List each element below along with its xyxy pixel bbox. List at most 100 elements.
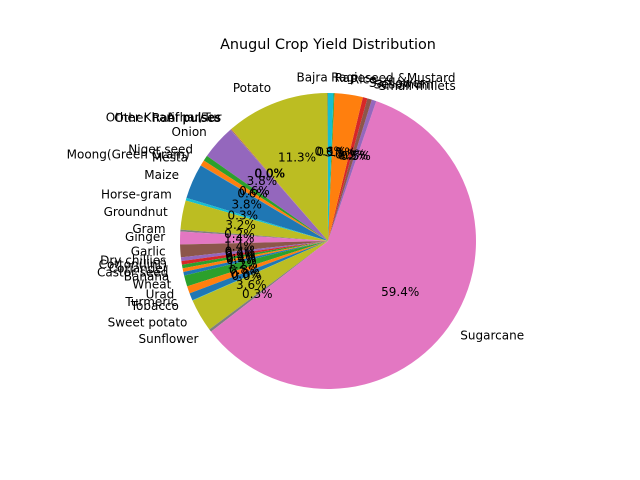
slice-label-moong-green-gram: Moong(Green Gram)	[67, 148, 190, 162]
slice-potato	[231, 93, 328, 241]
slice-wheat	[184, 241, 328, 287]
pct-label-rapeseed-mustard: 0.1%	[316, 145, 347, 159]
slice-label-rapeseed-mustard: Rapeseed &Mustard	[335, 71, 456, 85]
slice-small-millets	[328, 99, 377, 241]
slice-sugarcane	[211, 101, 476, 389]
slice-rapeseed-mustard	[328, 93, 335, 241]
slice-label-sweet-potato: Sweet potato	[108, 316, 188, 330]
slice-label-rice: Rice	[351, 72, 377, 86]
pct-label-sunflower: 0.3%	[242, 287, 273, 301]
percent-labels: 11.3%0.0%0.0%0.0%3.8%0.6%0.6%3.8%0.3%3.2…	[224, 145, 419, 302]
slice-label-potato: Potato	[233, 81, 271, 95]
pie-slices	[179, 92, 476, 389]
chart-title: Anugul Crop Yield Distribution	[220, 37, 436, 53]
slice-label-other-rabi-pulses: Other Rabi pulses	[114, 111, 221, 125]
slice-moong-green-gram	[200, 160, 328, 241]
pct-label-ragi: 0.6%	[314, 145, 345, 159]
slice-castor-seed	[182, 241, 328, 273]
slice-label-arhar-tur: Arhar/Tur	[167, 110, 222, 124]
slice-label-sunflower: Sunflower	[139, 332, 199, 346]
pct-label-urad: 0.8%	[229, 263, 260, 277]
slice-ginger	[179, 231, 328, 245]
slice-sesamum	[328, 98, 372, 241]
slice-arhar-tur	[231, 128, 328, 241]
pct-label-small-millets: 0.5%	[340, 149, 371, 163]
slice-mesta	[200, 165, 328, 241]
slice-label-dry-chillies: Dry chillies	[100, 254, 166, 268]
slice-label-tobacco: Tobacco	[130, 299, 179, 313]
slice-turmeric	[189, 241, 328, 301]
pct-label-onion: 3.8%	[247, 174, 278, 188]
slice-label-onion: Onion	[171, 125, 206, 139]
pct-label-dry-chillies: 0.4%	[225, 245, 256, 259]
slice-maize	[186, 165, 328, 241]
slice-ragi	[328, 92, 334, 242]
slice-label-other-kharif-pulses: Other Kharif pulses	[106, 111, 221, 125]
slice-label-cotton-lint: Cotton(lint)	[99, 258, 167, 272]
slice-rice	[328, 93, 363, 241]
pct-label-garlic: 1.4%	[224, 240, 255, 254]
slice-cotton-lint	[181, 241, 328, 265]
pct-label-cotton-lint: 0.4%	[225, 247, 256, 261]
pct-label-wheat: 1.2%	[227, 258, 258, 272]
pct-label-other-rabi-pulses: 0.0%	[254, 167, 285, 181]
pct-label-arhar-tur: 0.0%	[255, 166, 286, 180]
pct-label-horse-gram: 0.3%	[228, 208, 259, 222]
pct-label-other-kharif-pulses: 0.0%	[254, 167, 285, 181]
pct-label-coriander: 0.4%	[225, 249, 256, 263]
slice-banana	[183, 241, 328, 276]
slice-label-safflower: Safflower	[369, 76, 425, 90]
slice-label-horse-gram: Horse-gram	[101, 188, 172, 202]
slice-label-wheat: Wheat	[132, 278, 171, 292]
pct-label-sweet-potato: 3.6%	[236, 278, 267, 292]
slice-horse-gram	[185, 197, 328, 241]
slice-label-groundnut: Groundnut	[104, 205, 168, 219]
slice-label-sesamum: Sesamum	[374, 77, 434, 91]
slice-label-ginger: Ginger	[125, 230, 165, 244]
slice-label-banana: Banana	[124, 270, 170, 284]
slice-label-urad: Urad	[146, 287, 175, 301]
slice-dry-chillies	[180, 241, 328, 262]
pct-label-sugarcane: 59.4%	[381, 285, 419, 299]
slice-label-bajra: Bajra	[296, 71, 327, 85]
slice-label-mesta: Mesta	[152, 150, 188, 164]
pct-label-potato: 11.3%	[278, 150, 316, 164]
slice-label-small-millets: Small millets	[379, 79, 456, 93]
pct-label-tobacco: 0.0%	[231, 269, 262, 283]
pct-label-sesamum: 0.5%	[338, 148, 369, 162]
slice-label-gram: Gram	[132, 222, 165, 236]
pct-label-ginger: 1.4%	[224, 232, 255, 246]
slice-sweet-potato	[192, 241, 328, 330]
slice-label-niger-seed: Niger seed	[128, 142, 193, 156]
slice-label-sugarcane: Sugarcane	[460, 328, 524, 342]
pct-label-banana: 0.4%	[226, 253, 257, 267]
slice-other-rabi-pulses	[230, 129, 328, 241]
slice-tobacco	[192, 241, 328, 301]
slice-groundnut	[180, 200, 328, 241]
slice-coriander	[181, 241, 328, 269]
pct-label-niger-seed: 0.6%	[239, 184, 270, 198]
slice-urad	[187, 241, 328, 294]
slice-niger-seed	[203, 155, 328, 241]
slice-label-turmeric: Turmeric	[124, 295, 177, 309]
pct-label-maize: 3.8%	[231, 198, 262, 212]
slice-sunflower	[209, 241, 328, 332]
slice-label-garlic: Garlic	[131, 245, 166, 259]
slice-garlic	[180, 241, 328, 258]
pct-label-groundnut: 3.2%	[225, 218, 256, 232]
slice-other-kharif-pulses	[230, 129, 328, 241]
slice-label-castor-seed: Castor seed	[97, 266, 168, 280]
pct-label-gram: 0.2%	[224, 227, 255, 241]
pct-label-safflower: 0.5%	[335, 148, 366, 162]
slice-label-coriander: Coriander	[109, 262, 168, 276]
pct-label-castor-seed: 0.4%	[226, 251, 257, 265]
slice-onion	[206, 129, 328, 241]
slice-gram	[180, 229, 328, 241]
pct-label-rice: 3.1%	[325, 146, 356, 160]
slice-label-ragi: Ragi	[331, 71, 357, 85]
slice-label-maize: Maize	[144, 168, 179, 182]
pct-label-moong-green-gram: 0.6%	[237, 187, 268, 201]
slice-safflower	[328, 97, 368, 241]
